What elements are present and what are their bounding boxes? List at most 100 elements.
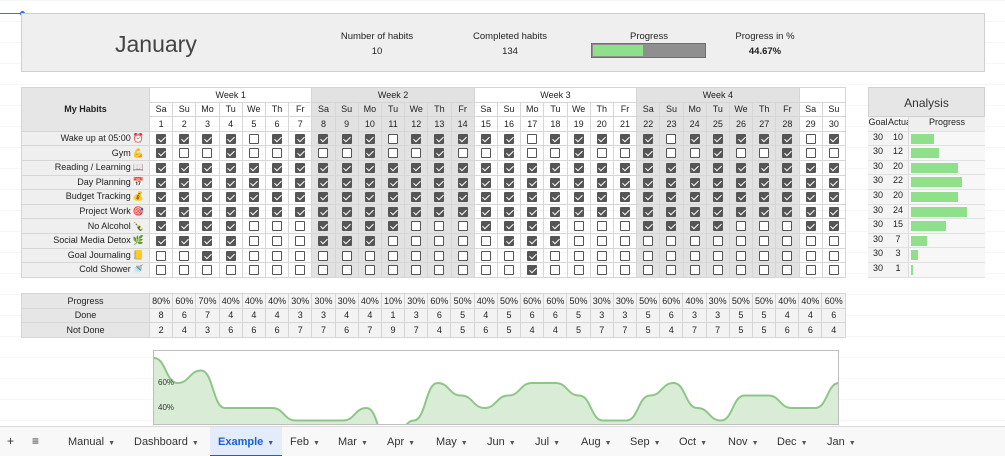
- habit-checkbox[interactable]: [527, 192, 538, 203]
- habit-checkbox[interactable]: [295, 236, 306, 247]
- habit-checkbox[interactable]: [643, 133, 654, 144]
- habit-checkbox[interactable]: [480, 265, 491, 276]
- habit-checkbox[interactable]: [341, 265, 352, 276]
- caret-down-icon[interactable]: ▼: [653, 440, 661, 447]
- habit-checkbox[interactable]: [318, 192, 329, 203]
- habit-checkbox[interactable]: [666, 221, 677, 232]
- habit-checkbox[interactable]: [620, 133, 631, 144]
- habit-checkbox[interactable]: [620, 236, 631, 247]
- habit-checkbox[interactable]: [202, 148, 213, 159]
- habit-checkbox[interactable]: [225, 265, 236, 276]
- habit-checkbox[interactable]: [736, 192, 747, 203]
- habit-checkbox[interactable]: [179, 177, 190, 188]
- habit-checkbox[interactable]: [782, 221, 793, 232]
- habit-checkbox[interactable]: [364, 177, 375, 188]
- habit-checkbox[interactable]: [504, 250, 515, 261]
- habit-checkbox[interactable]: [666, 133, 677, 144]
- habit-checkbox[interactable]: [550, 133, 561, 144]
- habit-checkbox[interactable]: [480, 192, 491, 203]
- caret-down-icon[interactable]: ▼: [108, 440, 116, 447]
- habit-checkbox[interactable]: [156, 163, 167, 174]
- habit-checkbox[interactable]: [782, 206, 793, 217]
- habit-checkbox[interactable]: [712, 236, 723, 247]
- habit-checkbox[interactable]: [202, 133, 213, 144]
- caret-down-icon[interactable]: ▼: [700, 440, 708, 447]
- habit-checkbox[interactable]: [712, 192, 723, 203]
- habit-checkbox[interactable]: [550, 265, 561, 276]
- habit-checkbox[interactable]: [759, 206, 770, 217]
- habit-checkbox[interactable]: [643, 250, 654, 261]
- habit-checkbox[interactable]: [202, 192, 213, 203]
- habit-checkbox[interactable]: [411, 192, 422, 203]
- habit-checkbox[interactable]: [156, 206, 167, 217]
- habit-checkbox[interactable]: [828, 148, 839, 159]
- habit-checkbox[interactable]: [341, 163, 352, 174]
- habit-checkbox[interactable]: [364, 163, 375, 174]
- habit-checkbox[interactable]: [596, 163, 607, 174]
- habit-checkbox[interactable]: [712, 265, 723, 276]
- habit-checkbox[interactable]: [457, 236, 468, 247]
- habit-checkbox[interactable]: [759, 265, 770, 276]
- habit-checkbox[interactable]: [620, 221, 631, 232]
- habit-checkbox[interactable]: [550, 236, 561, 247]
- habit-checkbox[interactable]: [620, 192, 631, 203]
- habit-checkbox[interactable]: [202, 265, 213, 276]
- habit-checkbox[interactable]: [225, 192, 236, 203]
- habit-checkbox[interactable]: [248, 177, 259, 188]
- habit-checkbox[interactable]: [364, 236, 375, 247]
- habit-checkbox[interactable]: [712, 250, 723, 261]
- habit-checkbox[interactable]: [504, 265, 515, 276]
- habit-checkbox[interactable]: [573, 221, 584, 232]
- habit-checkbox[interactable]: [272, 221, 283, 232]
- habit-checkbox[interactable]: [527, 236, 538, 247]
- habit-checkbox[interactable]: [573, 265, 584, 276]
- habit-checkbox[interactable]: [318, 163, 329, 174]
- caret-down-icon[interactable]: ▼: [460, 440, 468, 447]
- habit-checkbox[interactable]: [388, 265, 399, 276]
- habit-checkbox[interactable]: [179, 148, 190, 159]
- habit-checkbox[interactable]: [782, 236, 793, 247]
- habit-checkbox[interactable]: [828, 177, 839, 188]
- habit-checkbox[interactable]: [225, 221, 236, 232]
- habit-checkbox[interactable]: [596, 236, 607, 247]
- habit-checkbox[interactable]: [295, 265, 306, 276]
- habit-checkbox[interactable]: [295, 133, 306, 144]
- habit-checkbox[interactable]: [225, 236, 236, 247]
- habit-checkbox[interactable]: [550, 177, 561, 188]
- caret-down-icon[interactable]: ▼: [508, 440, 516, 447]
- habit-checkbox[interactable]: [480, 177, 491, 188]
- habit-checkbox[interactable]: [805, 206, 816, 217]
- habit-checkbox[interactable]: [318, 250, 329, 261]
- habit-checkbox[interactable]: [411, 163, 422, 174]
- caret-down-icon[interactable]: ▼: [360, 440, 368, 447]
- habit-checkbox[interactable]: [434, 148, 445, 159]
- habit-checkbox[interactable]: [272, 250, 283, 261]
- habit-checkbox[interactable]: [388, 221, 399, 232]
- habit-checkbox[interactable]: [504, 148, 515, 159]
- habit-checkbox[interactable]: [434, 192, 445, 203]
- habit-checkbox[interactable]: [689, 192, 700, 203]
- caret-down-icon[interactable]: ▼: [848, 440, 856, 447]
- habit-checkbox[interactable]: [272, 177, 283, 188]
- habit-checkbox[interactable]: [689, 148, 700, 159]
- habit-checkbox[interactable]: [643, 148, 654, 159]
- habit-checkbox[interactable]: [225, 148, 236, 159]
- habit-checkbox[interactable]: [666, 148, 677, 159]
- sheet-tab-feb[interactable]: Feb ▼: [282, 427, 328, 456]
- habit-checkbox[interactable]: [341, 206, 352, 217]
- habit-checkbox[interactable]: [411, 148, 422, 159]
- habit-checkbox[interactable]: [388, 133, 399, 144]
- habit-checkbox[interactable]: [202, 236, 213, 247]
- habit-checkbox[interactable]: [156, 221, 167, 232]
- habit-checkbox[interactable]: [295, 163, 306, 174]
- habit-checkbox[interactable]: [782, 163, 793, 174]
- habit-checkbox[interactable]: [364, 265, 375, 276]
- sheet-tab-manual[interactable]: Manual ▼: [60, 427, 123, 456]
- habit-checkbox[interactable]: [805, 133, 816, 144]
- habit-checkbox[interactable]: [782, 133, 793, 144]
- sheet-tab-jun[interactable]: Jun ▼: [479, 427, 524, 456]
- habit-checkbox[interactable]: [434, 177, 445, 188]
- habit-checkbox[interactable]: [828, 221, 839, 232]
- habit-checkbox[interactable]: [411, 250, 422, 261]
- habit-checkbox[interactable]: [573, 148, 584, 159]
